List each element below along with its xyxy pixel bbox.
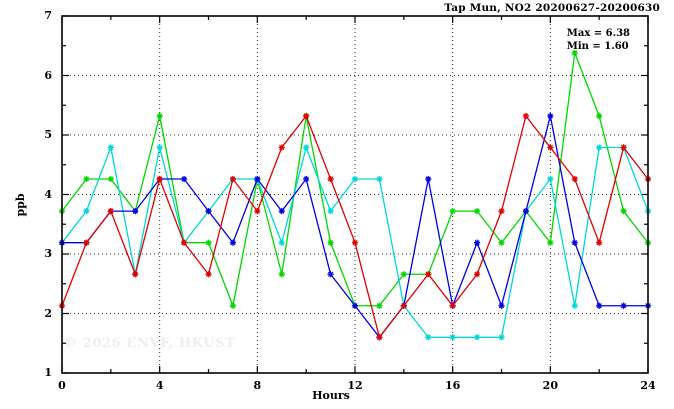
series-marker-20200630 bbox=[596, 239, 603, 246]
series-marker-20200629 bbox=[229, 239, 237, 246]
series-marker-20200630 bbox=[229, 175, 237, 183]
series-marker-20200629 bbox=[254, 175, 261, 183]
series-marker-20200630 bbox=[132, 271, 139, 278]
series-marker-20200630 bbox=[400, 302, 407, 309]
series-marker-20200627 bbox=[327, 239, 334, 246]
series-marker-20200629 bbox=[620, 302, 627, 309]
series-marker-20200628 bbox=[547, 175, 554, 183]
series-marker-20200627 bbox=[229, 302, 237, 309]
series-marker-20200630 bbox=[205, 271, 212, 278]
series-marker-20200629 bbox=[278, 208, 285, 215]
series-marker-20200630 bbox=[449, 302, 456, 309]
series-marker-20200629 bbox=[473, 239, 481, 246]
series-marker-20200627 bbox=[205, 239, 212, 246]
series-marker-20200629 bbox=[547, 112, 554, 120]
series-marker-20200630 bbox=[180, 239, 188, 246]
series-marker-20200630 bbox=[473, 271, 481, 278]
series-marker-20200628 bbox=[278, 239, 285, 246]
watermark-text: © 2026 ENVF, HKUST bbox=[64, 336, 236, 351]
series-marker-20200629 bbox=[571, 239, 578, 246]
series-marker-20200630 bbox=[547, 144, 554, 151]
series-marker-20200630 bbox=[620, 144, 627, 151]
x-tick-label: 12 bbox=[347, 379, 363, 392]
series-marker-20200630 bbox=[425, 271, 432, 278]
series-marker-20200627 bbox=[498, 239, 505, 246]
series-marker-20200630 bbox=[376, 334, 383, 341]
series-marker-20200628 bbox=[596, 144, 603, 151]
series-marker-20200627 bbox=[620, 208, 627, 215]
y-tick-label: 4 bbox=[44, 187, 52, 201]
series-marker-20200630 bbox=[351, 239, 359, 246]
series-marker-20200627 bbox=[83, 175, 90, 183]
series-marker-20200627 bbox=[376, 302, 383, 309]
series-marker-20200628 bbox=[425, 334, 432, 341]
series-marker-20200629 bbox=[303, 175, 310, 183]
y-tick-label: 6 bbox=[44, 68, 52, 82]
x-tick-label: 24 bbox=[640, 379, 656, 392]
y-tick-label: 7 bbox=[44, 9, 52, 22]
x-tick-label: 0 bbox=[58, 379, 66, 392]
chart-stats-annotation: Max = 6.38 Min = 1.60 bbox=[567, 27, 630, 53]
series-marker-20200627 bbox=[107, 175, 114, 183]
series-marker-20200630 bbox=[327, 175, 334, 183]
y-axis-title: ppb bbox=[14, 193, 27, 217]
y-tick-label: 5 bbox=[44, 128, 52, 141]
x-tick-label: 20 bbox=[542, 379, 558, 392]
series-marker-20200628 bbox=[351, 175, 359, 183]
series-marker-20200627 bbox=[473, 208, 481, 215]
x-tick-label: 8 bbox=[253, 379, 262, 392]
series-marker-20200629 bbox=[425, 175, 432, 183]
series-marker-20200628 bbox=[327, 208, 334, 215]
chart-title: Tap Mun, NO2 20200627-20200630 bbox=[444, 2, 660, 14]
series-marker-20200628 bbox=[473, 334, 481, 341]
series-marker-20200628 bbox=[303, 144, 310, 151]
series-marker-20200628 bbox=[107, 144, 114, 151]
max-value-label: Max = 6.38 bbox=[566, 28, 630, 39]
series-marker-20200630 bbox=[107, 208, 114, 215]
series-marker-20200628 bbox=[376, 175, 383, 183]
plot-frame bbox=[61, 15, 649, 374]
series-marker-20200629 bbox=[180, 175, 188, 183]
series-marker-20200628 bbox=[156, 144, 163, 151]
series-marker-20200629 bbox=[132, 208, 139, 215]
x-tick-label: 16 bbox=[445, 379, 461, 392]
x-axis-title: Hours bbox=[312, 389, 350, 402]
min-value-label: Min = 1.60 bbox=[566, 41, 629, 52]
series-marker-20200630 bbox=[303, 112, 310, 120]
series-marker-20200629 bbox=[596, 302, 603, 309]
series-marker-20200630 bbox=[254, 208, 261, 215]
y-tick-label: 1 bbox=[44, 366, 52, 379]
series-marker-20200627 bbox=[278, 271, 285, 278]
series-marker-20200630 bbox=[522, 112, 530, 120]
series-marker-20200629 bbox=[351, 302, 359, 309]
y-tick-label: 3 bbox=[44, 247, 52, 260]
series-marker-20200627 bbox=[596, 112, 603, 120]
series-marker-20200630 bbox=[498, 208, 505, 215]
y-tick-label: 2 bbox=[44, 306, 52, 320]
series-marker-20200630 bbox=[156, 175, 163, 183]
series-marker-20200628 bbox=[449, 334, 456, 341]
series-marker-20200629 bbox=[498, 302, 505, 309]
series-marker-20200628 bbox=[571, 302, 578, 309]
series-marker-20200627 bbox=[156, 112, 163, 120]
x-tick-label: 4 bbox=[155, 379, 164, 392]
series-marker-20200629 bbox=[327, 271, 334, 278]
series-marker-20200630 bbox=[83, 239, 90, 246]
series-marker-20200627 bbox=[571, 49, 578, 56]
series-marker-20200628 bbox=[83, 208, 90, 215]
series-marker-20200627 bbox=[449, 208, 456, 215]
series-marker-20200629 bbox=[522, 208, 530, 215]
series-marker-20200630 bbox=[278, 144, 285, 151]
series-marker-20200628 bbox=[498, 334, 505, 341]
series-marker-20200627 bbox=[547, 239, 554, 246]
series-marker-20200630 bbox=[571, 175, 578, 183]
series-marker-20200629 bbox=[205, 208, 212, 215]
series-marker-20200627 bbox=[400, 271, 407, 278]
